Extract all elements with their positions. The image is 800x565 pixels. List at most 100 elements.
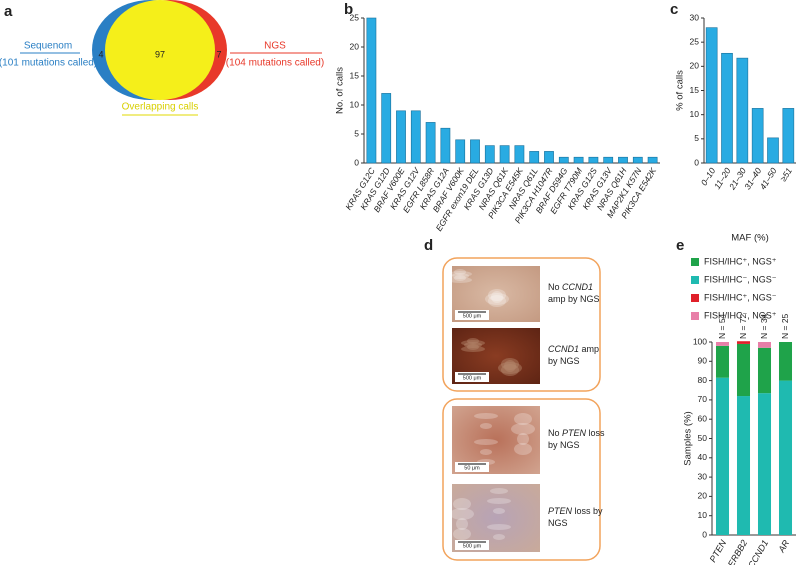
texture <box>488 289 506 301</box>
y-tick-label: 70 <box>698 394 708 404</box>
bar <box>470 139 480 164</box>
texture <box>474 439 498 445</box>
histology: 500 μm No CCND1 amp by NGS 500 μm CCND1 amp b… <box>448 266 605 552</box>
legend-swatch <box>691 258 699 266</box>
scale-bar-label: 500 μm <box>463 543 482 549</box>
x-tick-label: ≥51 <box>778 166 794 184</box>
bar <box>410 110 421 164</box>
scale-bar-bg <box>455 462 489 472</box>
bar <box>440 127 451 164</box>
venn-overlap <box>105 0 215 100</box>
bar <box>514 145 525 164</box>
caption: No CCND1 amp by NGS <box>548 282 600 304</box>
bar-segment <box>736 396 751 535</box>
panel-label: c <box>670 1 678 18</box>
annotation: N = 34 <box>759 313 769 339</box>
bar <box>618 156 628 164</box>
y-tick-label: 5 <box>694 133 699 143</box>
bar <box>767 137 779 164</box>
bar-segment <box>715 345 730 378</box>
texture <box>448 277 472 283</box>
caption-part: amp by NGS <box>548 294 600 304</box>
texture <box>467 338 479 344</box>
legend-swatch <box>691 312 699 320</box>
scale-bar-bg <box>455 372 489 382</box>
texture <box>461 346 485 352</box>
caption-part: NGS <box>548 518 568 528</box>
bar-segment <box>736 343 751 397</box>
panel-label: a <box>4 3 13 20</box>
y-tick-label: 10 <box>350 99 360 109</box>
bar <box>381 93 392 164</box>
scale-bar-bg <box>455 310 489 320</box>
y-tick-label: 20 <box>698 491 708 501</box>
y-tick-label: 0 <box>702 529 707 539</box>
panel-label: b <box>344 1 353 18</box>
x-tick-label: CCND1 <box>746 538 770 565</box>
bar <box>558 156 569 164</box>
texture <box>493 508 505 514</box>
x-tick-label: PTEN <box>708 538 729 564</box>
texture <box>493 534 505 540</box>
bar <box>632 156 643 164</box>
panel-label: e <box>676 237 684 254</box>
legend-label: FISH/IHC⁺, NGS⁻ <box>704 292 777 302</box>
panel-label: d <box>424 237 433 254</box>
texture <box>488 295 506 307</box>
texture <box>454 269 466 275</box>
texture <box>450 508 474 520</box>
texture <box>485 293 509 305</box>
bar <box>396 110 406 164</box>
texture <box>451 273 469 279</box>
legend-swatch <box>691 276 699 284</box>
texture <box>491 291 503 303</box>
texture <box>480 449 492 455</box>
bar-segment <box>757 393 772 535</box>
texture <box>487 498 511 504</box>
venn-count: 7 <box>216 49 221 59</box>
texture <box>511 423 535 435</box>
y-tick-label: 0 <box>694 157 699 167</box>
texture <box>498 362 522 374</box>
caption: PTEN loss by NGS <box>548 506 603 528</box>
texture <box>454 275 466 281</box>
texture <box>490 488 508 494</box>
y-tick-label: 10 <box>698 510 708 520</box>
caption-part: loss <box>586 428 605 438</box>
x-tick-label: 41–50 <box>758 166 779 192</box>
texture <box>453 498 471 510</box>
bar-segment <box>715 342 730 346</box>
texture <box>467 344 479 350</box>
bar <box>736 57 749 164</box>
texture <box>453 528 471 540</box>
texture <box>474 413 498 419</box>
annotation: N = 72 <box>738 313 748 339</box>
venn-label: NGS <box>264 41 286 52</box>
y-tick-label: 0 <box>354 157 359 167</box>
bar <box>603 156 614 164</box>
texture <box>461 340 485 346</box>
caption-part: CCND1 <box>548 344 579 354</box>
texture <box>480 423 492 429</box>
image-box <box>442 398 601 561</box>
bar-segment <box>715 377 730 535</box>
texture <box>504 360 516 372</box>
x-tick-label: AR <box>776 538 792 555</box>
y-tick-label: 25 <box>690 36 700 46</box>
y-tick-label: 30 <box>690 12 700 22</box>
venn-label: Overlapping calls <box>122 102 199 113</box>
texture <box>448 271 472 277</box>
y-axis-label: Samples (%) <box>683 411 694 465</box>
venn-sublabel: (104 mutations called) <box>226 58 324 69</box>
scale-bar-label: 500 μm <box>463 313 482 319</box>
venn-count: 4 <box>98 49 103 59</box>
annotation: N = 54 <box>717 313 727 339</box>
scale-bar-label: 50 μm <box>464 465 480 471</box>
bar <box>455 139 466 164</box>
texture <box>514 413 532 425</box>
bar <box>544 151 554 164</box>
bar-segment <box>757 342 772 348</box>
bar <box>751 108 764 164</box>
legend-label: FISH/IHC⁻, NGS⁻ <box>704 274 777 284</box>
scale-bar-bg <box>455 540 489 550</box>
